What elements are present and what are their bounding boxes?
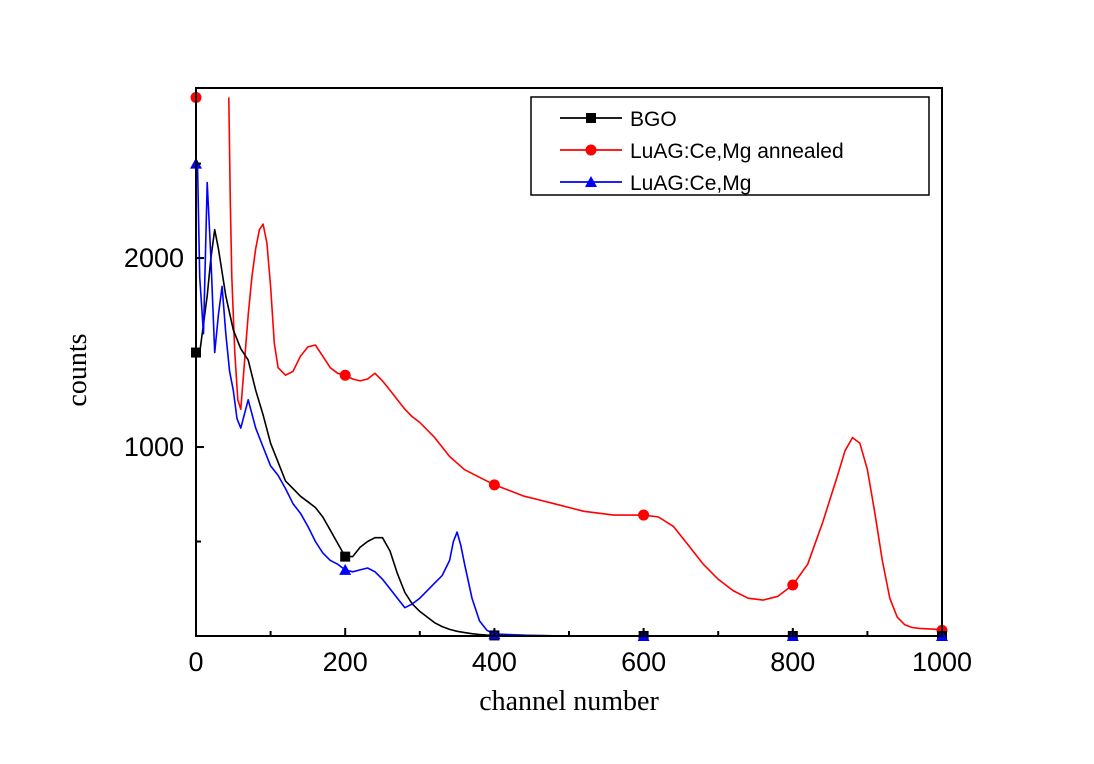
series-marker-luag-ce-mg-annealed	[787, 579, 799, 591]
legend-label-bgo: BGO	[630, 108, 677, 131]
legend-marker-bgo	[586, 113, 596, 123]
y-axis-title: counts	[62, 333, 93, 406]
legend-marker-luag-ce-mg	[585, 176, 597, 187]
series-marker-luag-ce-mg-annealed	[638, 509, 650, 521]
series-line-luag-ce-mg-annealed	[228, 97, 943, 632]
series-line-bgo	[198, 228, 942, 637]
legend-marker-luag-ce-mg-annealed	[585, 144, 597, 156]
x-tick-label: 0	[188, 647, 203, 677]
series-marker-luag-ce-mg	[339, 563, 352, 575]
x-tick-label: 200	[323, 647, 368, 677]
series-line-luag-ce-mg	[196, 163, 942, 637]
series-marker-bgo	[340, 551, 351, 562]
legend-box	[530, 96, 930, 196]
y-tick-label: 2000	[124, 243, 184, 273]
x-axis-title: channel number	[479, 686, 659, 717]
legend-label-luag-ce-mg: LuAG:Ce,Mg	[630, 172, 751, 195]
x-tick-label: 400	[472, 647, 517, 677]
x-tick-label: 800	[770, 647, 815, 677]
legend-label-luag-ce-mg-annealed: LuAG:Ce,Mg annealed	[630, 140, 844, 163]
series-marker-luag-ce-mg-annealed	[488, 479, 500, 491]
series-marker-luag-ce-mg-annealed	[339, 369, 351, 381]
x-tick-label: 600	[621, 647, 666, 677]
tick-label-layer: 0 200 400 600 800 1000 1000 2000	[124, 243, 972, 677]
legend: BGO LuAG:Ce,Mg annealed LuAG:Ce,Mg	[530, 96, 930, 196]
y-tick-label: 1000	[124, 432, 184, 462]
legend-items: BGO LuAG:Ce,Mg annealed LuAG:Ce,Mg	[560, 108, 844, 195]
tick-layer	[195, 162, 943, 636]
x-tick-label: 1000	[912, 647, 972, 677]
